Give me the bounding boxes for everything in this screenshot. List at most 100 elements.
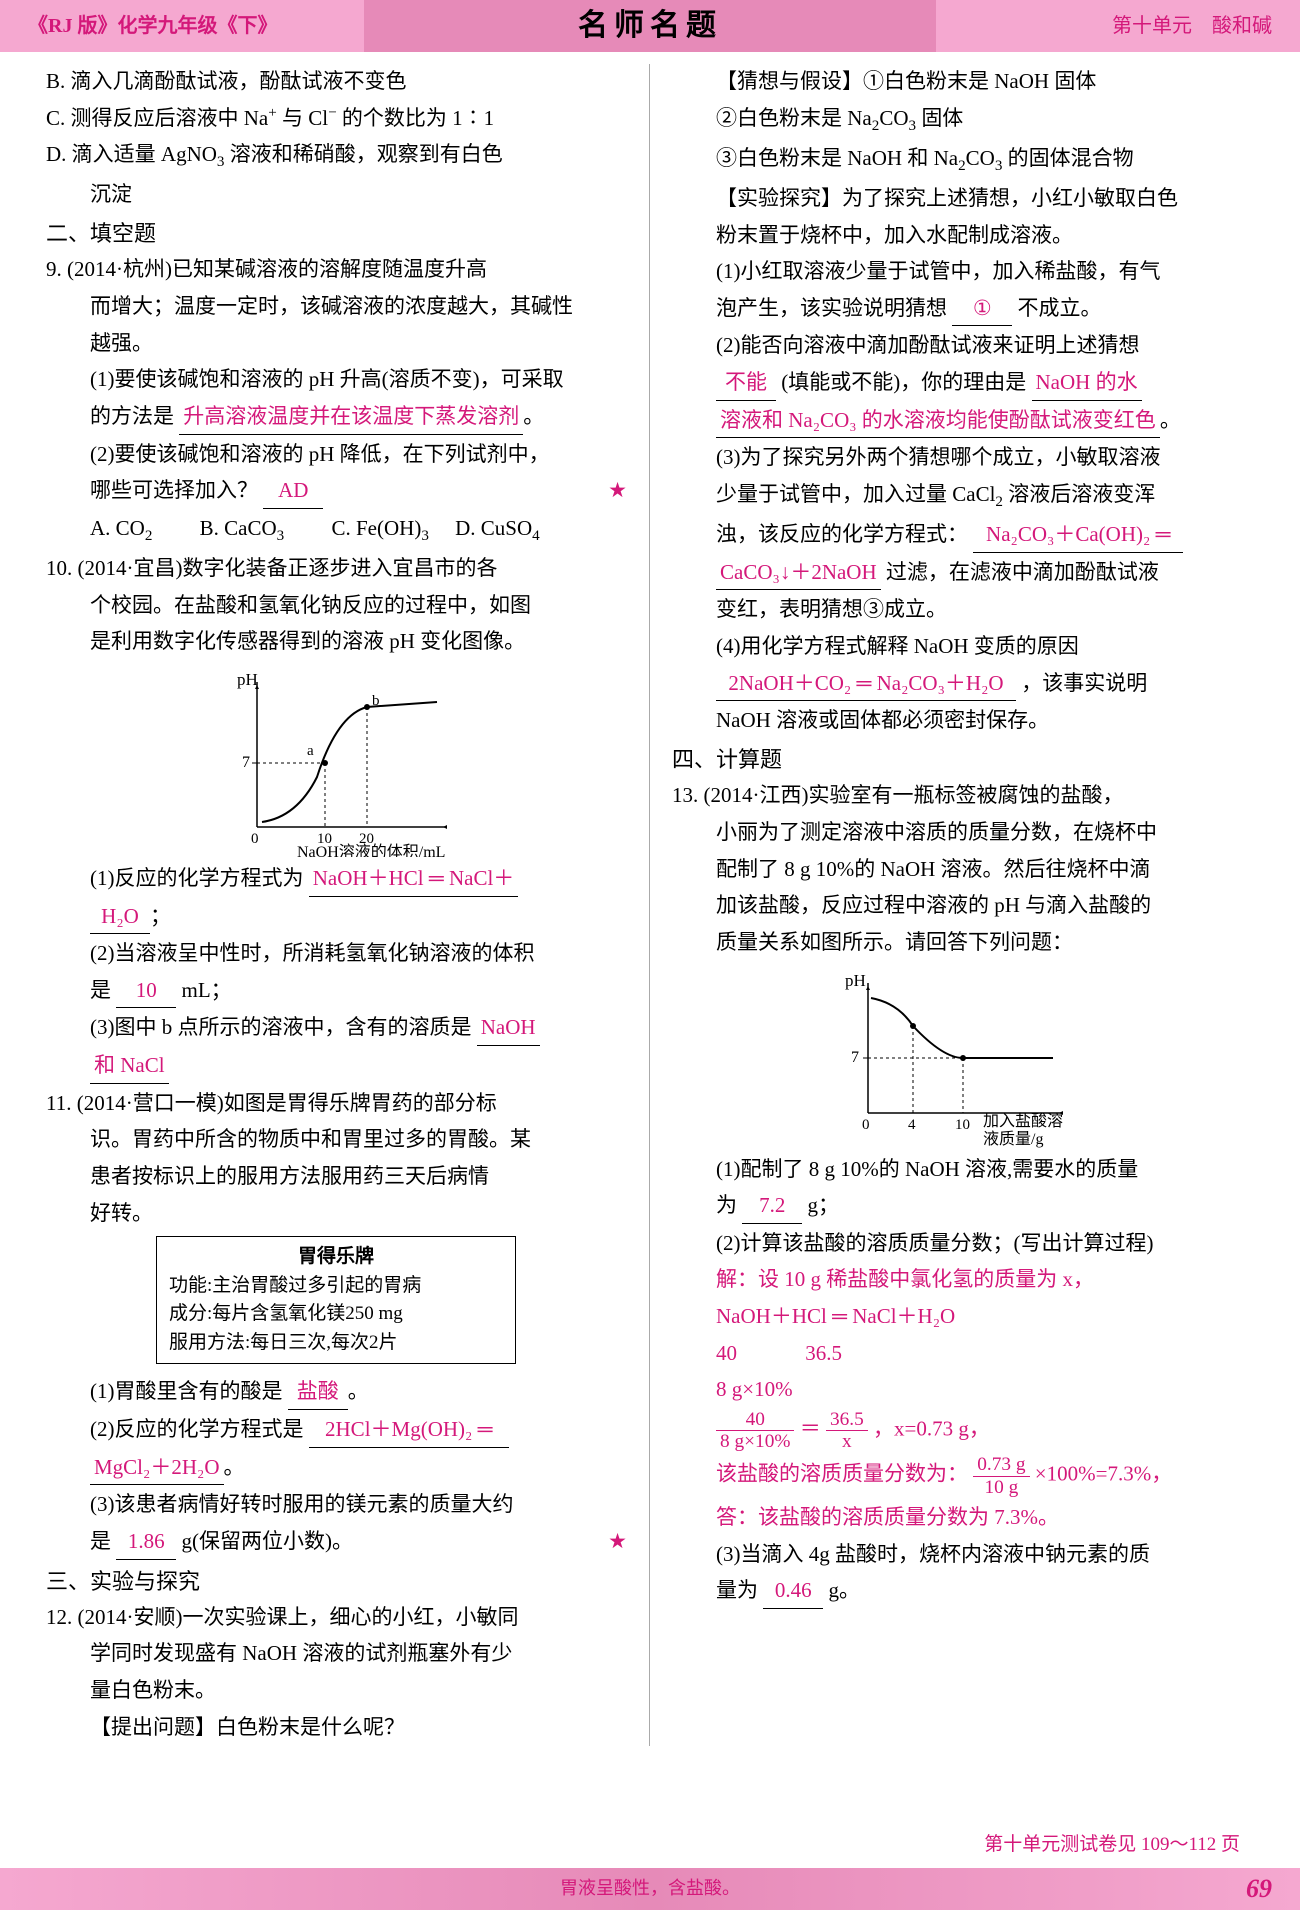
content-area: B. 滴入几滴酚酞试液，酚酞试液不变色 C. 测得反应后溶液中 Na+ 与 Cl… [0, 52, 1300, 1746]
header-left: 《RJ 版》化学九年级《下》 [28, 10, 277, 43]
option-b: B. 滴入几滴酚酞试液，酚酞试液不变色 [46, 64, 627, 99]
r18: NaOH 溶液或固体都必须密封保存。 [672, 703, 1254, 738]
r5: 粉末置于烧杯中，加入水配制成溶液。 [672, 218, 1254, 253]
q13-3-ans: 0.46 [763, 1573, 823, 1609]
q10-1-ans1: NaOH＋HCl ═ NaCl＋ [309, 861, 519, 897]
r10-ans: 溶液和 Na₂CO₃ 的水溶液均能使酚酞试液变红色 [716, 403, 1160, 439]
r14: CaCO₃↓＋2NaOH 过滤，在滤液中滴加酚酞试液 [672, 555, 1254, 591]
q9-options: A. CO2 B. CaCO3 C. Fe(OH)3 D. CuSO4 [46, 511, 627, 549]
q11-sub1: (1)胃酸里含有的酸是 盐酸。 [46, 1374, 627, 1410]
q13-s3a: (3)当滴入 4g 盐酸时，烧杯内溶液中钠元素的质 [672, 1537, 1254, 1572]
section-3-title: 三、实验与探究 [46, 1564, 627, 1600]
box-line1: 功能:主治胃酸过多引起的胃病 [169, 1272, 503, 1301]
option-c: C. 测得反应后溶液中 Na+ 与 Cl− 的个数比为 1∶1 [46, 101, 627, 136]
q10-3: (3)图中 b 点所示的溶液中，含有的溶质是 NaOH [46, 1010, 627, 1046]
q11-4: 好转。 [46, 1196, 627, 1231]
r13: 浊，该反应的化学方程式： Na₂CO₃＋Ca(OH)₂ ═ [672, 517, 1254, 553]
r7-ans: ① [952, 291, 1012, 327]
q9-line3: 越强。 [46, 326, 627, 361]
sol7: 答：该盐酸的溶质质量分数为 7.3%。 [672, 1500, 1254, 1535]
left-column: B. 滴入几滴酚酞试液，酚酞试液不变色 C. 测得反应后溶液中 Na+ 与 Cl… [36, 64, 650, 1746]
r14-ans: CaCO₃↓＋2NaOH [716, 555, 881, 591]
svg-text:NaOH溶液的体积/mL: NaOH溶液的体积/mL [297, 843, 445, 857]
svg-text:加入盐酸溶: 加入盐酸溶 [983, 1112, 1063, 1130]
r12: 少量于试管中，加入过量 CaCl2 溶液后溶液变浑 [672, 477, 1254, 515]
svg-text:7: 7 [242, 754, 250, 771]
q11-sub3b: 是 1.86 g(保留两位小数)。 ★ [46, 1524, 627, 1560]
star-icon-2: ★ [608, 1524, 627, 1559]
r13-ans: Na₂CO₃＋Ca(OH)₂ ═ [973, 517, 1183, 553]
box-line3: 服用方法:每日三次,每次2片 [169, 1329, 503, 1358]
q10-1-ans2: H₂O [90, 899, 150, 935]
q10-line1: 10. (2014·宜昌)数字化装备正逐步进入宜昌市的各 [46, 551, 627, 586]
page-number: 69 [1246, 1868, 1272, 1910]
sol3: 40 36.5 [672, 1336, 1254, 1371]
section-2-title: 二、填空题 [46, 216, 627, 252]
r3: ③白色粉末是 NaOH 和 Na2CO3 的固体混合物 [672, 141, 1254, 179]
box-line2: 成分:每片含氢氧化镁250 mg [169, 1300, 503, 1329]
q10-line2: 个校园。在盐酸和氢氧化钠反应的过程中，如图 [46, 588, 627, 623]
r15: 变红，表明猜想③成立。 [672, 592, 1254, 627]
right-column: 【猜想与假设】①白色粉末是 NaOH 固体 ②白色粉末是 Na2CO3 固体 ③… [650, 64, 1264, 1746]
medicine-label-box: 胃得乐牌 功能:主治胃酸过多引起的胃病 成分:每片含氢氧化镁250 mg 服用方… [156, 1236, 516, 1364]
q13-3: 配制了 8 g 10%的 NaOH 溶液。然后往烧杯中滴 [672, 852, 1254, 887]
r17-ans: 2NaOH＋CO₂ ═ Na₂CO₃＋H₂O [716, 666, 1016, 702]
q11-2: 识。胃药中所含的物质中和胃里过多的胃酸。某 [46, 1122, 627, 1157]
ph-hcl-chart: pH 7 0 4 10 加入盐酸溶 液质量/g [813, 968, 1113, 1148]
q9-1a: (1)要使该碱饱和溶液的 pH 升高(溶质不变)，可采取 [46, 362, 627, 397]
r7: 泡产生，该实验说明猜想 ① 不成立。 [672, 291, 1254, 327]
q10-3-ans1: NaOH [477, 1010, 540, 1046]
page-header: 《RJ 版》化学九年级《下》 名师名题 第十单元 酸和碱 [0, 0, 1300, 52]
q10-chart: pH 7 a b 0 10 20 NaOH溶液的体积/mL [46, 667, 627, 857]
q13-s3b: 量为 0.46 g。 [672, 1573, 1254, 1609]
box-title: 胃得乐牌 [169, 1243, 503, 1272]
q11-1-ans: 盐酸 [288, 1374, 348, 1410]
q13-chart: pH 7 0 4 10 加入盐酸溶 液质量/g [672, 968, 1254, 1148]
svg-text:0: 0 [251, 831, 259, 847]
r4: 【实验探究】为了探究上述猜想，小红小敏取白色 [672, 181, 1254, 216]
footer-text: 胃液呈酸性，含盐酸。 [560, 1874, 740, 1904]
sol6: 该盐酸的溶质质量分数为： 0.73 g10 g ×100%=7.3%， [672, 1454, 1254, 1497]
q13-1-ans: 7.2 [742, 1188, 802, 1224]
q10-3b: 和 NaCl [46, 1048, 627, 1084]
header-center: 名师名题 [578, 1, 722, 51]
bottom-note: 第十单元测试卷见 109～112 页 [984, 1829, 1240, 1860]
q11-2-ans2: MgCl₂＋2H₂O [90, 1450, 224, 1486]
q13-s1a: (1)配制了 8 g 10%的 NaOH 溶液,需要水的质量 [672, 1152, 1254, 1187]
star-icon: ★ [608, 473, 627, 508]
page-footer: 胃液呈酸性，含盐酸。 69 [0, 1868, 1300, 1910]
q9-2b: 哪些可选择加入？ AD ★ [46, 473, 627, 509]
q11-sub2b: MgCl₂＋2H₂O。 [46, 1450, 627, 1486]
q13-s2: (2)计算该盐酸的溶质质量分数；(写出计算过程) [672, 1226, 1254, 1261]
svg-text:7: 7 [851, 1049, 859, 1066]
q11-sub3a: (3)该患者病情好转时服用的镁元素的质量大约 [46, 1487, 627, 1522]
r17: 2NaOH＋CO₂ ═ Na₂CO₃＋H₂O ，该事实说明 [672, 666, 1254, 702]
q11-1: 11. (2014·营口一模)如图是胃得乐牌胃药的部分标 [46, 1086, 627, 1121]
q9-2-answer: AD [263, 473, 323, 509]
q10-2a: (2)当溶液呈中性时，所消耗氢氧化钠溶液的体积 [46, 936, 627, 971]
q11-3: 患者按标识上的服用方法服用药三天后病情 [46, 1159, 627, 1194]
q12-2: 学同时发现盛有 NaOH 溶液的试剂瓶塞外有少 [46, 1636, 627, 1671]
q9-line1: 9. (2014·杭州)已知某碱溶液的溶解度随温度升高 [46, 252, 627, 287]
q9-1b: 的方法是 升高溶液温度并在该温度下蒸发溶剂。 [46, 399, 627, 435]
r16: (4)用化学方程式解释 NaOH 变质的原因 [672, 629, 1254, 664]
svg-text:b: b [372, 693, 380, 709]
option-d-2: 沉淀 [46, 177, 627, 212]
q10-2-ans: 10 [116, 973, 176, 1009]
svg-text:pH: pH [237, 670, 258, 689]
q13-5: 质量关系如图所示。请回答下列问题： [672, 925, 1254, 960]
r6: (1)小红取溶液少量于试管中，加入稀盐酸，有气 [672, 254, 1254, 289]
r9-ans2: NaOH 的水 [1032, 365, 1142, 401]
r9: 不能 (填能或不能)，你的理由是 NaOH 的水 [672, 365, 1254, 401]
q13-4: 加该盐酸，反应过程中溶液的 pH 与滴入盐酸的 [672, 888, 1254, 923]
svg-text:4: 4 [908, 1117, 916, 1133]
header-right: 第十单元 酸和碱 [1112, 10, 1272, 43]
sol5: 408 g×10% ＝ 36.5x ，x=0.73 g， [672, 1409, 1254, 1452]
r8: (2)能否向溶液中滴加酚酞试液来证明上述猜想 [672, 328, 1254, 363]
q9-2a: (2)要使该碱饱和溶液的 pH 降低，在下列试剂中， [46, 437, 627, 472]
q13-2: 小丽为了测定溶液中溶质的质量分数，在烧杯中 [672, 815, 1254, 850]
q13-1: 13. (2014·江西)实验室有一瓶标签被腐蚀的盐酸， [672, 778, 1254, 813]
r2: ②白色粉末是 Na2CO3 固体 [672, 101, 1254, 139]
q10-1: (1)反应的化学方程式为 NaOH＋HCl ═ NaCl＋ [46, 861, 627, 897]
r1: 【猜想与假设】①白色粉末是 NaOH 固体 [672, 64, 1254, 99]
